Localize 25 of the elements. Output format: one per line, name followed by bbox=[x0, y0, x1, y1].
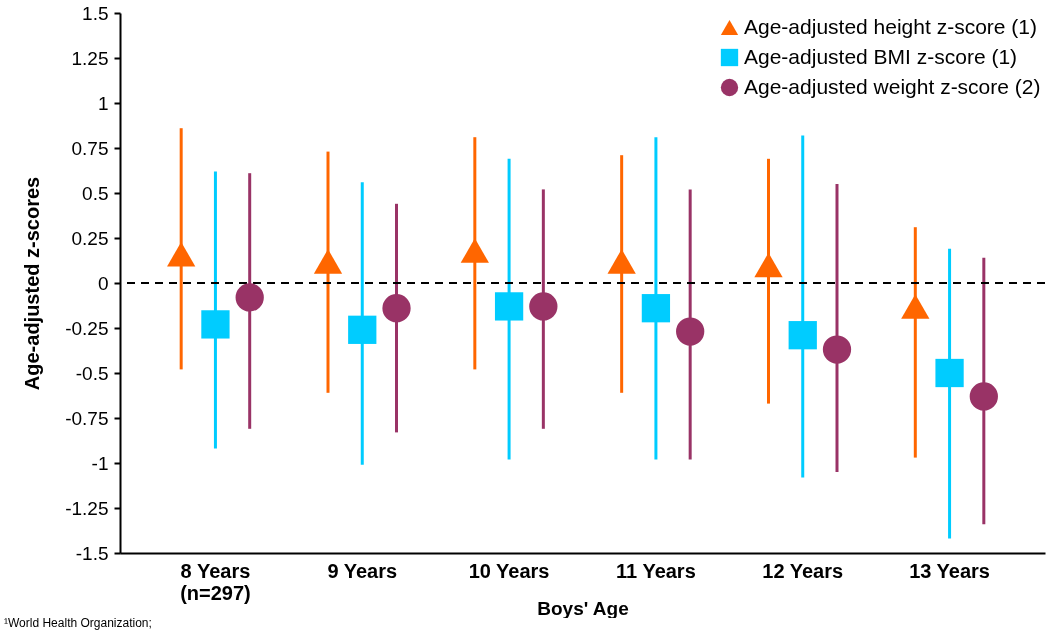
y-tick-label: 0.25 bbox=[71, 227, 109, 249]
legend-label: Age-adjusted weight z-score (2) bbox=[744, 74, 1041, 98]
x-axis-title: Boys' Age bbox=[537, 597, 629, 619]
y-tick-label: 1.5 bbox=[82, 2, 109, 24]
y-tick-label: 0.5 bbox=[82, 182, 109, 204]
x-tick-label: 8 Years (n=297) bbox=[180, 559, 251, 604]
x-tick-label: 9 Years bbox=[327, 559, 398, 582]
y-tick-label: -1.25 bbox=[65, 497, 109, 519]
y-tick-label: 1 bbox=[97, 92, 109, 114]
x-tick-label: 10 Years bbox=[468, 559, 550, 582]
y-tick-label: -0.25 bbox=[65, 317, 109, 339]
x-tick-label: 13 Years bbox=[909, 559, 990, 582]
y-tick-label: -0.75 bbox=[65, 407, 109, 429]
y-tick-label: -1.5 bbox=[75, 542, 109, 564]
legend-label: Age-adjusted height z-score (1) bbox=[744, 14, 1037, 38]
y-tick-label: 0 bbox=[97, 272, 109, 294]
y-tick-label: -1 bbox=[91, 452, 109, 474]
legend-label: Age-adjusted BMI z-score (1) bbox=[744, 44, 1018, 68]
y-tick-label: -0.5 bbox=[75, 362, 109, 384]
y-axis-title: Age-adjusted z-scores bbox=[21, 176, 44, 391]
y-tick-label: 1.25 bbox=[71, 47, 109, 69]
text: ¹World Health Organization; bbox=[4, 616, 152, 630]
x-tick-label: 11 Years bbox=[616, 559, 696, 582]
x-tick-label: 12 Years bbox=[762, 559, 844, 582]
y-tick-label: 0.75 bbox=[71, 137, 109, 159]
